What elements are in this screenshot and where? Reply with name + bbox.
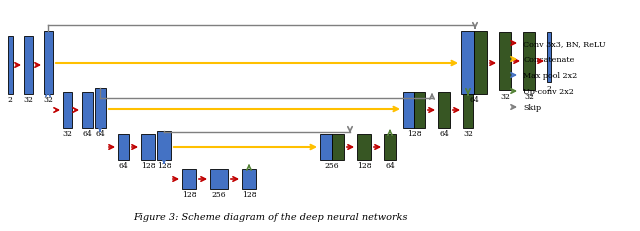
Bar	[357, 134, 371, 160]
Text: 32: 32	[463, 129, 473, 137]
Text: 64: 64	[95, 129, 105, 137]
Bar	[95, 89, 106, 128]
Bar	[403, 93, 414, 128]
Text: 128: 128	[141, 161, 156, 169]
Bar	[24, 37, 33, 94]
Text: Up-conv 2x2: Up-conv 2x2	[523, 88, 574, 96]
Text: 32: 32	[23, 96, 33, 103]
Text: 128: 128	[356, 161, 371, 169]
Bar	[547, 33, 551, 83]
Bar	[384, 134, 396, 160]
Bar	[82, 93, 93, 128]
Bar	[182, 169, 196, 189]
Bar	[499, 33, 511, 91]
Text: Figure 3: Scheme diagram of the deep neural networks: Figure 3: Scheme diagram of the deep neu…	[132, 212, 407, 221]
Bar	[141, 134, 155, 160]
Text: 64: 64	[118, 161, 128, 169]
Text: 64: 64	[82, 129, 92, 137]
Text: 32: 32	[524, 93, 534, 100]
Text: 2: 2	[8, 96, 12, 103]
Bar	[8, 37, 13, 94]
Bar	[210, 169, 228, 189]
Text: 128: 128	[406, 129, 421, 137]
Text: 64: 64	[385, 161, 395, 169]
Bar	[414, 93, 425, 128]
Text: 64: 64	[469, 96, 479, 103]
Bar	[118, 134, 129, 160]
Bar	[523, 33, 535, 91]
Text: Concatenate: Concatenate	[523, 56, 574, 64]
Bar	[463, 93, 473, 128]
Bar	[63, 93, 72, 128]
Text: 64: 64	[439, 129, 449, 137]
Text: Skip: Skip	[523, 103, 541, 112]
Text: Max pool 2x2: Max pool 2x2	[523, 72, 577, 80]
Bar	[438, 93, 450, 128]
Text: 128: 128	[157, 161, 172, 169]
Bar	[332, 134, 344, 160]
Text: 128: 128	[242, 190, 256, 198]
Text: 32: 32	[62, 129, 72, 137]
Bar	[461, 32, 474, 94]
Text: 32: 32	[500, 93, 510, 100]
Text: 256: 256	[212, 190, 227, 198]
Text: Conv 3x3, BN, ReLU: Conv 3x3, BN, ReLU	[523, 40, 605, 48]
Text: 128: 128	[182, 190, 196, 198]
Text: 2: 2	[547, 85, 552, 93]
Bar	[242, 169, 256, 189]
Bar	[157, 131, 171, 160]
Text: 32: 32	[43, 96, 53, 103]
Text: 256: 256	[324, 161, 339, 169]
Bar	[474, 32, 487, 94]
Bar	[320, 134, 332, 160]
Bar	[44, 32, 53, 94]
